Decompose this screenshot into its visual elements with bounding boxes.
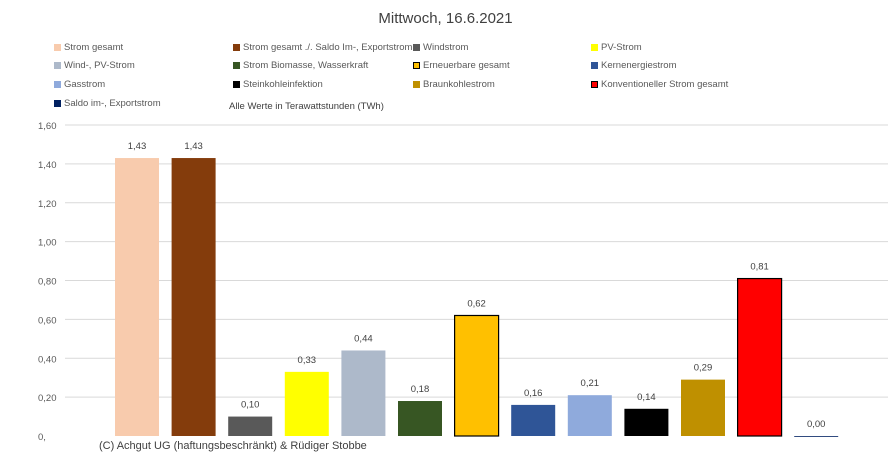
legend-item: Strom gesamt — [54, 42, 123, 53]
legend-label: Konventioneller Strom gesamt — [601, 79, 729, 90]
bar — [794, 436, 839, 437]
copyright-footer: (C) Achgut UG (haftungsbeschränkt) & Rüd… — [99, 440, 367, 452]
legend-label: Strom gesamt — [64, 42, 124, 53]
y-tick-label: 0, — [38, 432, 46, 443]
legend-item: Konventioneller Strom gesamt — [591, 79, 728, 90]
legend-swatch — [413, 44, 420, 51]
data-label: 0,81 — [750, 262, 769, 273]
legend-label: Kernenergiestrom — [601, 60, 677, 71]
data-label: 0,14 — [637, 392, 656, 403]
legend-item: Erneuerbare gesamt — [413, 60, 510, 71]
legend-swatch — [54, 62, 61, 69]
legend-item: Saldo im-, Exportstrom — [54, 98, 161, 109]
bar — [454, 314, 500, 437]
legend-swatch — [54, 81, 61, 88]
legend-swatch — [233, 44, 240, 51]
y-tick-label: 0,40 — [38, 354, 57, 365]
legend-label: Windstrom — [423, 42, 469, 53]
legend-swatch — [591, 44, 598, 51]
y-tick-label: 1,60 — [38, 121, 57, 132]
legend-swatch — [591, 62, 598, 69]
legend-item: Windstrom — [413, 42, 468, 53]
data-label: 0,00 — [807, 419, 826, 430]
bar — [115, 158, 159, 436]
y-tick-label: 1,00 — [38, 238, 57, 249]
legend-label: Wind-, PV-Strom — [64, 60, 135, 71]
legend-item: Gasstrom — [54, 79, 105, 90]
legend-label: Strom gesamt ./. Saldo Im-, Exportstrom — [243, 42, 413, 53]
legend-label: PV-Strom — [601, 42, 642, 53]
legend-item: Strom Biomasse, Wasserkraft — [233, 60, 368, 71]
data-label: 1,43 — [128, 141, 147, 152]
legend-swatch — [233, 62, 240, 69]
data-label: 1,43 — [184, 141, 203, 152]
data-label: 0,62 — [467, 298, 486, 309]
bar — [511, 404, 556, 436]
legend-swatch — [413, 62, 420, 69]
y-tick-label: 0,60 — [38, 315, 57, 326]
y-tick-label: 0,80 — [38, 277, 57, 288]
legend-label: Strom Biomasse, Wasserkraft — [243, 60, 369, 71]
legend-swatch — [54, 44, 61, 51]
legend-swatch — [413, 81, 420, 88]
chart-title: Mittwoch, 16.6.2021 — [378, 10, 513, 27]
legend-item: Strom gesamt ./. Saldo Im-, Exportstrom — [233, 42, 412, 53]
legend-item: Kernenergiestrom — [591, 60, 677, 71]
legend-label: Steinkohleinfektion — [243, 79, 323, 90]
data-label: 0,18 — [411, 384, 430, 395]
legend-item: PV-Strom — [591, 42, 642, 53]
data-label: 0,33 — [298, 355, 317, 366]
bar — [567, 395, 612, 436]
legend-swatch — [233, 81, 240, 88]
bar — [624, 408, 669, 436]
y-tick-label: 0,20 — [38, 393, 57, 404]
bar — [681, 379, 725, 436]
legend-label: Braunkohlestrom — [423, 79, 495, 90]
legend-item: Wind-, PV-Strom — [54, 60, 135, 71]
bar — [284, 371, 329, 436]
bar — [171, 158, 216, 436]
legend-label: Saldo im-, Exportstrom — [64, 98, 161, 109]
y-tick-label: 1,20 — [38, 199, 57, 210]
data-label: 0,16 — [524, 388, 543, 399]
data-label: 0,21 — [581, 378, 600, 389]
bar — [228, 416, 273, 436]
bar — [398, 401, 442, 436]
unit-note: Alle Werte in Terawattstunden (TWh) — [229, 101, 384, 112]
y-tick-label: 1,40 — [38, 160, 57, 171]
legend-swatch — [591, 81, 598, 88]
bar — [341, 350, 386, 436]
legend-swatch — [54, 100, 61, 107]
data-label: 0,29 — [694, 363, 713, 374]
data-label: 0,44 — [354, 333, 373, 344]
legend-item: Steinkohleinfektion — [233, 79, 323, 90]
legend-label: Gasstrom — [64, 79, 106, 90]
bar — [736, 277, 783, 437]
data-label: 0,10 — [241, 400, 260, 411]
legend-label: Erneuerbare gesamt — [423, 60, 510, 71]
legend-item: Braunkohlestrom — [413, 79, 495, 90]
